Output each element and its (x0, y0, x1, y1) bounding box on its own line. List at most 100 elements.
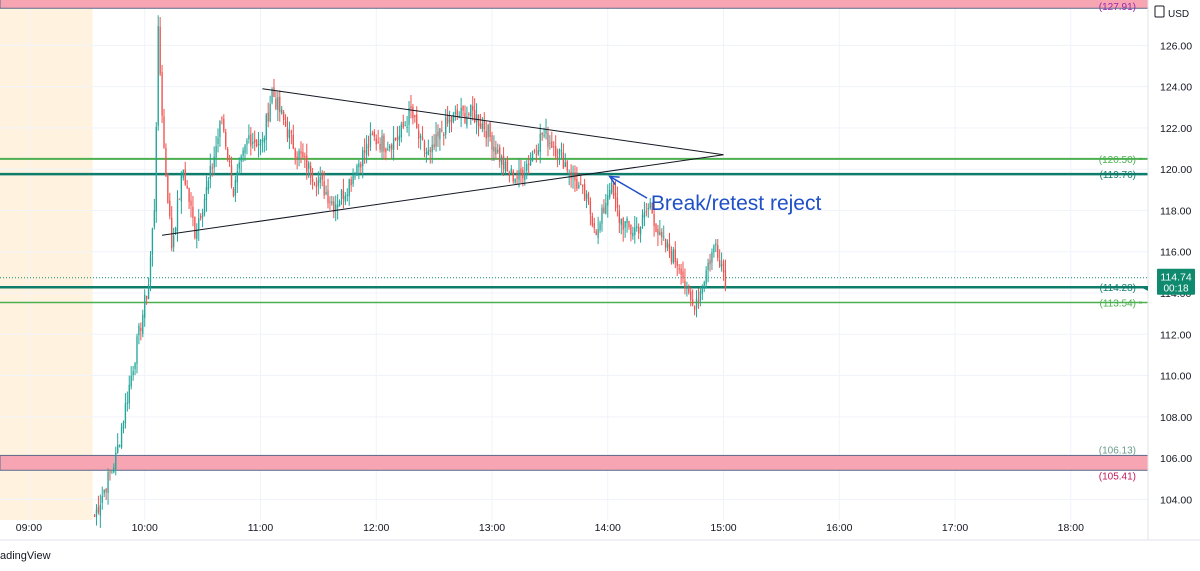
candle-body (437, 131, 439, 137)
candle-body (309, 166, 312, 178)
candle-body (265, 114, 267, 141)
candle-body (433, 144, 435, 148)
candle-body (491, 135, 493, 150)
time-tick-label: 10:00 (132, 522, 158, 534)
candle-body (674, 249, 676, 262)
candle-body (130, 375, 132, 387)
price-tick-label: 126.00 (1160, 40, 1192, 52)
time-tick-label: 15:00 (710, 522, 736, 534)
candle-body (460, 107, 462, 116)
candle-body (688, 288, 690, 293)
time-tick-label: 13:00 (479, 522, 505, 534)
time-tick-label: 11:00 (248, 522, 274, 534)
candle-body (684, 280, 686, 289)
candle-body (288, 129, 291, 139)
candle-body (230, 165, 233, 187)
candle-body (120, 427, 123, 448)
candle-body (657, 228, 659, 235)
candle-body (101, 495, 103, 503)
candle-body (529, 158, 532, 166)
candle-body (576, 178, 578, 189)
candle-body (508, 172, 511, 176)
candle-body (649, 202, 651, 209)
price-level-label: (106.13) (1099, 445, 1136, 456)
candle-body (439, 128, 441, 140)
candle-body (165, 148, 167, 176)
candle-body (520, 168, 522, 173)
tradingview-watermark: adingView (0, 550, 51, 562)
candle-body (232, 189, 235, 197)
candle-body (475, 114, 478, 123)
candle-body (423, 141, 426, 151)
candle-body (599, 223, 601, 230)
candle-body (103, 489, 105, 494)
candle-body (419, 135, 422, 138)
candle-body (682, 271, 684, 279)
candle-body (153, 210, 156, 227)
price-scale-settings-icon[interactable] (1154, 5, 1165, 18)
price-tick-label: 116.00 (1160, 247, 1191, 259)
candle-body (250, 134, 252, 147)
candle-body (240, 156, 242, 162)
candle-body (531, 152, 534, 162)
price-level-marker (1139, 173, 1142, 176)
candle-body (580, 183, 582, 185)
candle-body (306, 155, 308, 172)
time-tick-label: 09:00 (16, 522, 42, 534)
candle-body (564, 162, 566, 167)
candle-body (190, 200, 192, 206)
candle-body (275, 98, 277, 109)
candle-body (614, 192, 617, 200)
current-price-badge (1157, 268, 1195, 295)
candle-body (510, 168, 512, 174)
candle-body (720, 264, 723, 267)
price-tick-label: 122.00 (1160, 123, 1192, 135)
candle-body (126, 402, 129, 404)
candle-body (225, 131, 227, 147)
time-tick-label: 17:00 (942, 522, 968, 534)
candle-body (171, 217, 173, 249)
candle-body (622, 218, 624, 230)
candle-body (549, 142, 551, 144)
candle-body (431, 144, 433, 153)
candle-body (387, 149, 389, 151)
candle-body (524, 173, 526, 181)
candle-body (140, 328, 142, 332)
candle-body (502, 155, 505, 169)
candle-body (705, 270, 707, 284)
candle-body (132, 371, 134, 376)
candle-body (286, 128, 289, 138)
current-price-marker: ◂ (1143, 283, 1148, 294)
candle-body (161, 72, 163, 116)
time-tick-label: 12:00 (363, 522, 389, 534)
candle-body (676, 261, 678, 267)
candle-body (115, 452, 117, 469)
candle-body (637, 227, 640, 234)
candle-body (659, 231, 661, 236)
candle-body (313, 183, 316, 185)
candle-body (680, 268, 682, 275)
candle-body (199, 216, 202, 219)
candle-body (398, 135, 401, 141)
candle-body (477, 114, 480, 126)
candle-body (159, 26, 161, 74)
candle-body (319, 177, 321, 183)
candle-body (377, 141, 379, 144)
candle-body (228, 161, 231, 163)
candle-body (97, 506, 100, 513)
candle-body (427, 150, 430, 155)
candle-body (717, 245, 719, 258)
candle-body (333, 201, 335, 213)
candle-body (138, 325, 140, 336)
price-level-marker (1139, 286, 1142, 289)
candle-body (535, 154, 538, 156)
candle-body (205, 187, 208, 201)
candle-body (308, 163, 310, 169)
candle-body (348, 179, 350, 197)
candle-body (176, 199, 179, 231)
candle-body (647, 207, 649, 210)
candle-body (180, 174, 183, 202)
candle-body (213, 156, 215, 168)
